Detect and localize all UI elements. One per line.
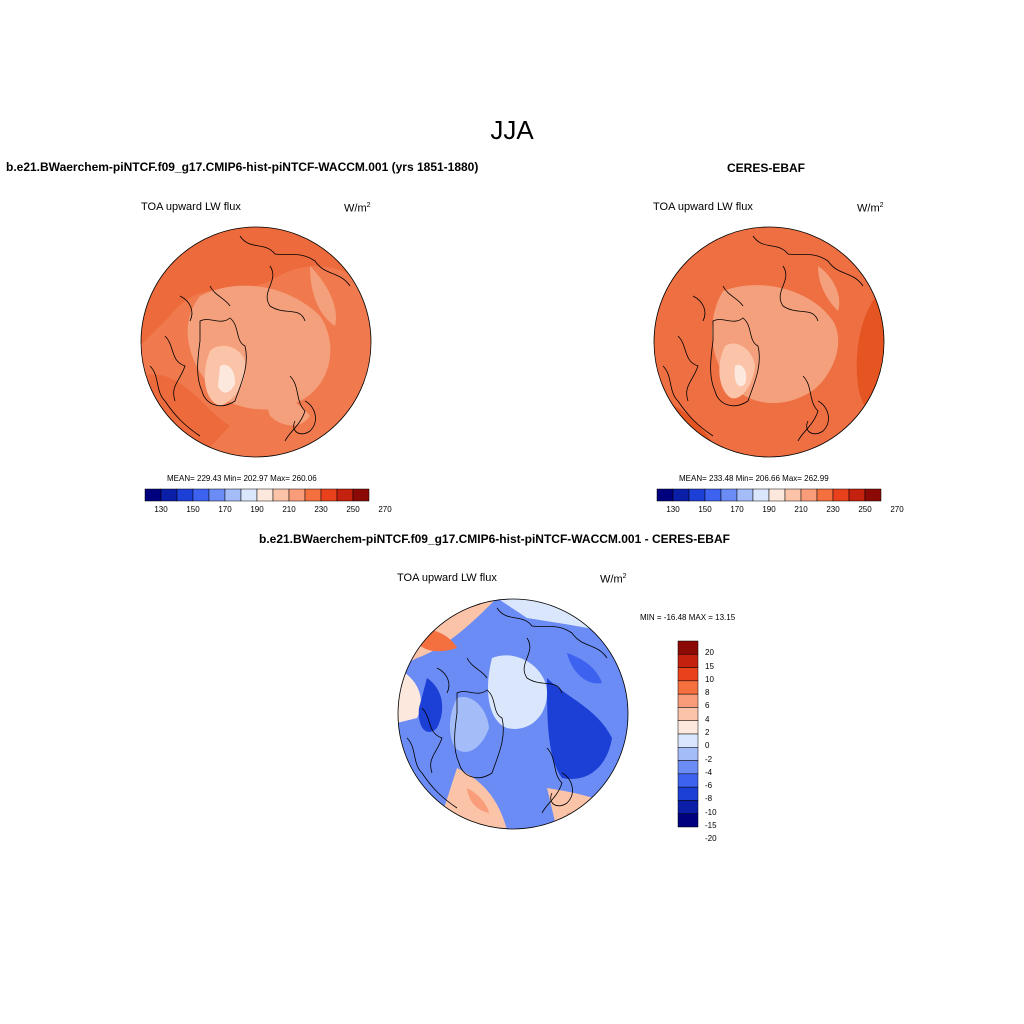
colorbar-swatch bbox=[677, 747, 699, 761]
colorbar-swatch bbox=[800, 488, 818, 502]
colorbar-swatch bbox=[677, 667, 699, 682]
colorbar-swatch bbox=[176, 488, 194, 502]
colorbar-swatch bbox=[677, 760, 699, 775]
colorbar-diff bbox=[677, 640, 699, 828]
colorbar-tick-label: 210 bbox=[794, 505, 808, 514]
colorbar-tick-label: -20 bbox=[705, 834, 717, 844]
variable-label-model: TOA upward LW flux bbox=[141, 201, 241, 213]
polar-map-model bbox=[140, 226, 372, 458]
colorbar-tick-label: 190 bbox=[762, 505, 776, 514]
colorbar-tick-label: 4 bbox=[705, 714, 710, 724]
stats-obs: MEAN= 233.48 Min= 206.66 Max= 262.99 bbox=[679, 474, 829, 483]
colorbar-swatch bbox=[832, 488, 850, 502]
colorbar-obs bbox=[656, 488, 882, 502]
colorbar-swatch bbox=[272, 488, 290, 502]
colorbar-swatch bbox=[677, 654, 699, 668]
colorbar-tick-label: 20 bbox=[705, 648, 714, 658]
colorbar-swatch bbox=[144, 488, 162, 502]
colorbar-swatch bbox=[656, 488, 674, 502]
colorbar-swatch bbox=[288, 488, 306, 502]
colorbar-swatch bbox=[160, 488, 178, 502]
colorbar-tick-label: 170 bbox=[218, 505, 232, 514]
colorbar-swatch bbox=[677, 720, 699, 735]
colorbar-tick-label: 250 bbox=[858, 505, 872, 514]
colorbar-tick-label: -8 bbox=[705, 794, 713, 804]
colorbar-swatch bbox=[736, 488, 754, 502]
colorbar-swatch bbox=[240, 488, 258, 502]
colorbar-swatch bbox=[688, 488, 706, 502]
colorbar-swatch bbox=[224, 488, 242, 502]
polar-map-obs bbox=[653, 226, 885, 458]
colorbar-swatch bbox=[336, 488, 354, 502]
colorbar-swatch bbox=[768, 488, 786, 502]
variable-label-obs: TOA upward LW flux bbox=[653, 201, 753, 213]
colorbar-swatch bbox=[352, 488, 370, 502]
colorbar-swatch bbox=[704, 488, 722, 502]
stats-model: MEAN= 229.43 Min= 202.97 Max= 260.06 bbox=[167, 474, 317, 483]
colorbar-tick-label: 190 bbox=[250, 505, 264, 514]
colorbar-tick-label: 270 bbox=[890, 505, 904, 514]
colorbar-tick-label: 6 bbox=[705, 701, 710, 711]
colorbar-swatch bbox=[720, 488, 738, 502]
panel-title-model: b.e21.BWaerchem-piNTCF.f09_g17.CMIP6-his… bbox=[6, 160, 479, 174]
panel-title-diff: b.e21.BWaerchem-piNTCF.f09_g17.CMIP6-his… bbox=[259, 532, 730, 546]
colorbar-tick-label: 8 bbox=[705, 688, 710, 698]
colorbar-tick-label: -10 bbox=[705, 807, 717, 817]
units-label-diff: W/m2 bbox=[600, 573, 627, 586]
colorbar-tick-label: -4 bbox=[705, 767, 713, 777]
colorbar-swatch bbox=[256, 488, 274, 502]
colorbar-swatch bbox=[208, 488, 226, 502]
colorbar-swatch bbox=[677, 733, 699, 748]
stats-diff: MIN = -16.48 MAX = 13.15 bbox=[640, 613, 736, 622]
colorbar-swatch bbox=[752, 488, 770, 502]
colorbar-tick-label: 130 bbox=[666, 505, 680, 514]
panel-title-obs: CERES-EBAF bbox=[727, 161, 806, 175]
colorbar-tick-label: 10 bbox=[705, 674, 714, 684]
colorbar-tick-label: 2 bbox=[705, 728, 710, 737]
units-label-model: W/m2 bbox=[344, 202, 371, 215]
colorbar-tick-label: 270 bbox=[378, 505, 392, 514]
colorbar-tick-label: 150 bbox=[698, 505, 712, 514]
variable-label-diff: TOA upward LW flux bbox=[397, 572, 497, 584]
colorbar-swatch bbox=[677, 680, 699, 695]
colorbar-swatch bbox=[677, 640, 699, 655]
colorbar-swatch bbox=[677, 786, 699, 801]
colorbar-tick-label: -2 bbox=[705, 754, 713, 764]
colorbar-swatch bbox=[848, 488, 866, 502]
colorbar-tick-label: 230 bbox=[314, 505, 328, 514]
colorbar-tick-label: -15 bbox=[705, 821, 717, 830]
colorbar-swatch bbox=[677, 813, 699, 828]
colorbar-model bbox=[144, 488, 370, 502]
colorbar-tick-label: 170 bbox=[730, 505, 744, 514]
colorbar-swatch bbox=[677, 800, 699, 814]
colorbar-tick-label: 230 bbox=[826, 505, 840, 514]
colorbar-tick-label: 0 bbox=[705, 741, 710, 751]
colorbar-swatch bbox=[784, 488, 802, 502]
colorbar-swatch bbox=[677, 773, 699, 788]
colorbar-swatch bbox=[304, 488, 322, 502]
colorbar-swatch bbox=[864, 488, 882, 502]
colorbar-tick-label: 210 bbox=[282, 505, 296, 514]
main-title: JJA bbox=[490, 115, 534, 145]
colorbar-swatch bbox=[192, 488, 210, 502]
colorbar-swatch bbox=[672, 488, 690, 502]
colorbar-swatch bbox=[816, 488, 834, 502]
colorbar-tick-label: 130 bbox=[154, 505, 168, 514]
colorbar-tick-label: 150 bbox=[186, 505, 200, 514]
colorbar-tick-label: 15 bbox=[705, 661, 714, 671]
colorbar-swatch bbox=[677, 707, 699, 721]
units-label-obs: W/m2 bbox=[857, 202, 884, 215]
colorbar-tick-label: 250 bbox=[346, 505, 360, 514]
colorbar-swatch bbox=[320, 488, 338, 502]
colorbar-tick-label: -6 bbox=[705, 781, 713, 791]
colorbar-swatch bbox=[677, 693, 699, 708]
polar-map-diff bbox=[397, 598, 629, 830]
